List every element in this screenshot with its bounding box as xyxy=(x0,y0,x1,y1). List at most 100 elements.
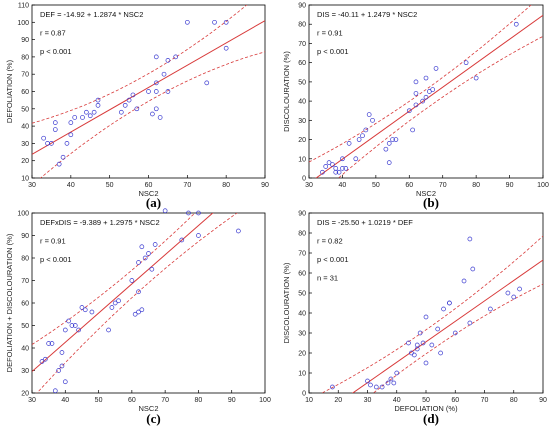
data-point xyxy=(62,379,68,385)
data-point xyxy=(365,378,370,384)
data-point xyxy=(76,327,81,333)
x-tick-label: 100 xyxy=(259,397,271,404)
confidence-band-lower xyxy=(337,36,543,178)
y-tick-label: 50 xyxy=(21,106,29,113)
data-point xyxy=(62,327,68,333)
x-tick-label: 20 xyxy=(334,397,342,404)
data-point xyxy=(447,300,452,306)
data-point xyxy=(162,208,168,214)
data-point xyxy=(320,169,325,175)
data-point xyxy=(517,286,522,292)
y-tick-label: 80 xyxy=(298,22,306,29)
y-tick-label: 30 xyxy=(21,141,29,148)
y-axis-label: DISCOLOURATION (%) xyxy=(282,262,291,343)
data-point xyxy=(136,289,141,295)
annotation: DIS = -40.11 + 1.2479 * NSC2 xyxy=(317,10,417,19)
data-point xyxy=(116,298,121,304)
x-tick-label: 90 xyxy=(506,182,514,189)
data-point xyxy=(513,21,519,27)
data-point xyxy=(49,141,54,146)
y-tick-label: 30 xyxy=(298,331,306,338)
y-tick-label: 0 xyxy=(302,391,306,398)
y-tick-label: 20 xyxy=(21,391,29,398)
plot-frame xyxy=(308,4,544,179)
y-tick-label: 70 xyxy=(21,72,29,79)
data-point xyxy=(153,54,159,60)
data-point xyxy=(69,323,75,328)
data-point xyxy=(333,166,339,171)
data-point xyxy=(323,164,329,169)
y-tick-label: 40 xyxy=(298,311,306,318)
data-point xyxy=(59,350,65,355)
x-tick-label: 40 xyxy=(339,182,347,189)
data-point xyxy=(161,71,167,77)
data-point xyxy=(72,115,78,120)
x-tick-label: 60 xyxy=(128,397,136,404)
x-tick-label: 70 xyxy=(161,397,169,404)
annotation: p < 0.001 xyxy=(317,255,349,264)
annotation: p < 0.001 xyxy=(40,255,72,264)
x-axis-label: DEFOLIATION (%) xyxy=(394,404,458,413)
confidence-band-lower xyxy=(36,213,238,393)
y-tick-label: 60 xyxy=(298,60,306,67)
x-tick-label: 40 xyxy=(61,397,69,404)
x-tick-label: 50 xyxy=(95,397,103,404)
data-point xyxy=(336,169,342,175)
data-point xyxy=(393,137,399,142)
x-tick-label: 50 xyxy=(422,397,430,404)
data-point xyxy=(505,290,511,296)
data-point xyxy=(129,278,135,283)
panel-label: (a) xyxy=(146,195,161,210)
data-point xyxy=(430,87,436,92)
data-point xyxy=(423,75,429,81)
data-point xyxy=(420,98,426,104)
y-axis-label: DEFOLIATION + DISCOLOURATION (%) xyxy=(5,233,14,372)
x-tick-label: 80 xyxy=(222,182,230,189)
x-axis-label: NSC2 xyxy=(138,189,158,198)
x-tick-label: 40 xyxy=(67,182,75,189)
data-point xyxy=(473,75,479,81)
data-point xyxy=(157,115,163,120)
y-tick-label: 90 xyxy=(298,3,306,10)
data-point xyxy=(388,376,394,382)
x-tick-label: 70 xyxy=(183,182,191,189)
data-point xyxy=(340,156,345,162)
data-point xyxy=(406,108,412,114)
data-point xyxy=(46,341,51,346)
panel-1: 30 40 50 60 70 80 90 10 20 30 40 50 60 70 80 90 100 110 NS… xyxy=(5,3,269,211)
x-tick-label: 40 xyxy=(393,397,401,404)
data-point xyxy=(118,109,124,115)
data-point xyxy=(196,233,201,238)
y-tick-label: 100 xyxy=(17,20,29,27)
data-point xyxy=(87,113,93,119)
data-point xyxy=(39,359,45,364)
data-point xyxy=(130,92,136,98)
data-point xyxy=(179,237,185,243)
data-point xyxy=(66,318,71,324)
confidence-band-upper xyxy=(32,213,196,345)
annotation: r = 0.87 xyxy=(40,29,66,38)
data-point xyxy=(413,91,419,96)
data-point xyxy=(49,341,55,346)
data-point xyxy=(386,141,392,146)
data-point xyxy=(150,111,155,117)
y-tick-label: 70 xyxy=(298,41,306,48)
confidence-band-upper xyxy=(32,5,248,124)
y-tick-label: 20 xyxy=(21,158,29,165)
data-point xyxy=(511,294,517,300)
x-tick-label: 50 xyxy=(372,182,380,189)
data-point xyxy=(142,255,148,261)
regression-line xyxy=(32,20,265,155)
data-point xyxy=(95,97,101,103)
data-point xyxy=(223,45,229,51)
data-point xyxy=(84,109,89,115)
data-point xyxy=(82,307,88,313)
data-point xyxy=(385,380,391,386)
x-tick-label: 50 xyxy=(106,182,114,189)
panel-label: (b) xyxy=(423,195,439,210)
data-point xyxy=(413,102,419,108)
y-tick-label: 80 xyxy=(298,231,306,238)
data-point xyxy=(414,342,420,348)
data-point xyxy=(89,309,95,315)
annotation: r = 0.91 xyxy=(317,29,343,38)
